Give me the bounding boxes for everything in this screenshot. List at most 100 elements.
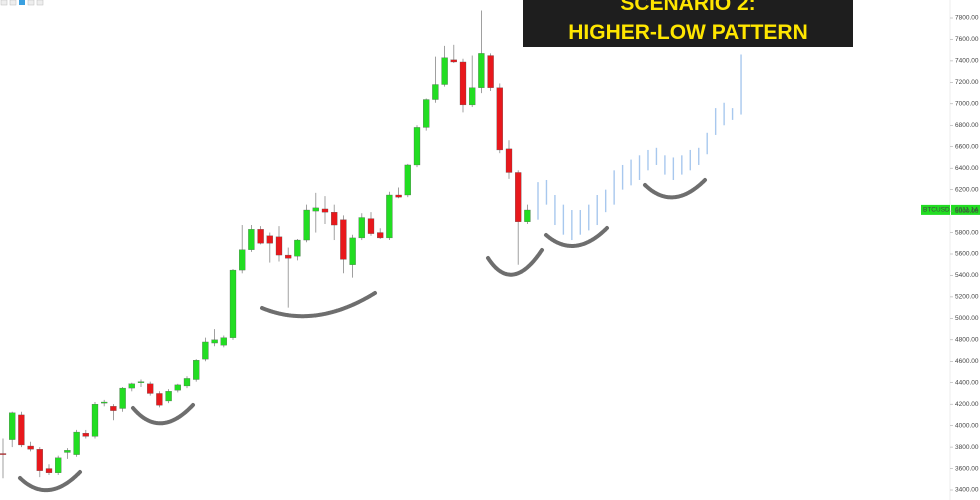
tool-icon[interactable] (27, 0, 35, 6)
candle-body (165, 391, 172, 402)
candle-body (193, 360, 200, 380)
y-tick-label: 3400.00 (955, 487, 979, 494)
candle-body (413, 127, 421, 166)
candle-body (147, 383, 154, 394)
pattern-arcs (18, 178, 707, 493)
candle-body (0, 453, 7, 455)
last-price-box (951, 204, 980, 215)
tool-icon[interactable] (19, 0, 25, 5)
y-tick-label: 4600.00 (955, 358, 979, 365)
candle-body (395, 194, 402, 198)
candle-body (303, 209, 310, 241)
candle-body (377, 232, 384, 239)
candle-body (496, 87, 503, 151)
y-tick-label: 5000.00 (955, 315, 979, 322)
y-tick-label: 4200.00 (955, 401, 979, 408)
candle-body (459, 61, 467, 106)
candle-body (18, 414, 25, 446)
candle-body (156, 393, 163, 406)
chart-subtitle: HIGHER-LOW PATTERN (568, 21, 808, 44)
plot-area (0, 10, 742, 479)
y-tick-label: 6600.00 (955, 143, 979, 150)
candle-body (441, 57, 448, 85)
candle-body (202, 341, 209, 360)
candle-body (137, 381, 145, 383)
title-banner (523, 0, 853, 47)
candle-body (248, 229, 255, 250)
candle-body (321, 208, 329, 213)
y-tick-label: 7200.00 (955, 79, 979, 86)
candle-body (340, 219, 347, 260)
candle-body (128, 383, 135, 389)
last-price-label: 6011.14 (955, 207, 978, 214)
candle-body (110, 406, 117, 411)
candle-body (183, 378, 191, 387)
chart-title: SCENARIO 2: (620, 0, 755, 15)
candle-body (505, 148, 513, 173)
candle-body (450, 59, 457, 63)
tool-icon[interactable] (36, 0, 44, 6)
candle-body (45, 468, 53, 473)
arc (18, 470, 82, 493)
candle-body (64, 450, 71, 453)
toolbar (0, 0, 44, 6)
y-tick-label: 6800.00 (955, 122, 979, 129)
candle-body (312, 207, 319, 212)
candle-body (432, 84, 439, 100)
candle-body (524, 209, 531, 222)
candle-body (515, 172, 522, 222)
candle-body (349, 237, 356, 265)
y-tick-label: 6400.00 (955, 165, 979, 172)
y-tick-label: 3600.00 (955, 465, 979, 472)
candle-body (367, 218, 375, 234)
candle-body (386, 194, 393, 239)
y-tick-label: 5200.00 (955, 294, 979, 301)
y-tick-label: 3800.00 (955, 444, 979, 451)
candle-body (294, 239, 301, 257)
y-tick-label: 4800.00 (955, 337, 979, 344)
candle-body (266, 235, 273, 244)
candle-body (285, 254, 292, 259)
y-tick-label: 6200.00 (955, 186, 979, 193)
candle-body (257, 229, 264, 244)
y-tick-label: 7600.00 (955, 36, 979, 43)
y-tick-label: 5400.00 (955, 272, 979, 279)
candle-body (174, 384, 181, 391)
y-tick-label: 7800.00 (955, 15, 979, 22)
symbol-box (921, 204, 950, 215)
y-tick-label: 5600.00 (955, 251, 979, 258)
y-tick-label: 4400.00 (955, 379, 979, 386)
tool-icon[interactable] (9, 0, 17, 6)
candle-body (220, 337, 227, 346)
candle-body (469, 87, 476, 106)
candle-body (423, 99, 430, 128)
y-tick-label: 6000.00 (955, 208, 979, 215)
candle-body (239, 249, 246, 271)
candle-body (55, 457, 62, 473)
candle-body (487, 55, 494, 88)
candle-body (275, 236, 283, 256)
candle-body (27, 445, 34, 450)
candle-body (73, 431, 80, 455)
candle-body (229, 269, 237, 338)
candle-body (36, 449, 43, 471)
candle-body (404, 164, 411, 196)
candle-body (82, 432, 89, 437)
symbol-label: BTCUSD (923, 207, 950, 214)
price-tag: BTCUSD 6011.14 (921, 204, 980, 215)
y-tick-label: 4000.00 (955, 422, 979, 429)
candle-body (101, 401, 108, 404)
candle-body (119, 387, 126, 409)
candle-body (211, 339, 218, 344)
candle-body (91, 404, 99, 437)
arc (643, 178, 707, 200)
arc (260, 291, 377, 319)
candle-body (358, 217, 365, 239)
arc (131, 403, 195, 426)
y-tick-label: 5800.00 (955, 229, 979, 236)
arc (486, 248, 544, 277)
arc (544, 226, 609, 248)
y-tick-label: 7000.00 (955, 101, 979, 108)
tool-icon[interactable] (0, 0, 8, 6)
